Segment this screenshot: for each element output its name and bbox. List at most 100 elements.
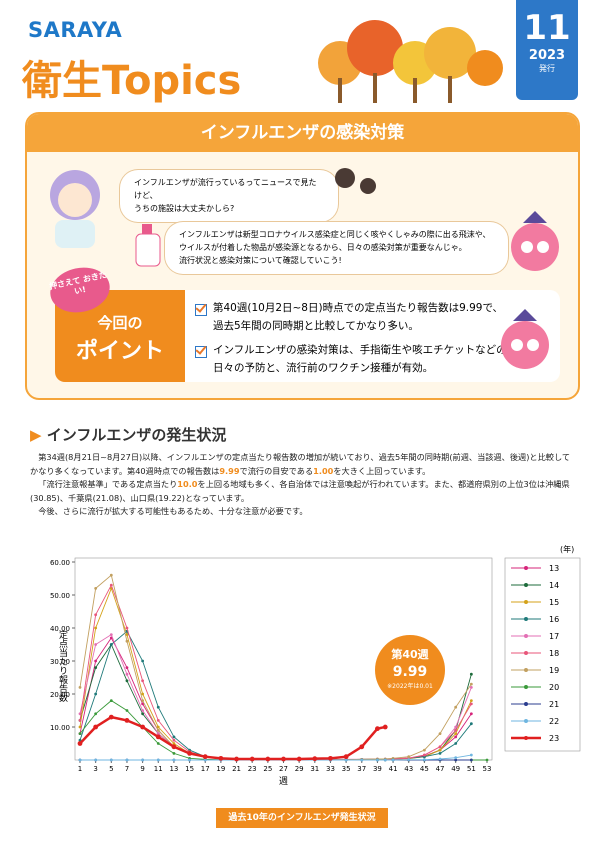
x-tick-label: 25 — [263, 765, 272, 773]
legend-marker — [524, 702, 528, 706]
text-run: 「流行注意報基準」である定点当たり — [38, 479, 178, 490]
y-tick-label: 40.00 — [50, 625, 70, 633]
point — [125, 672, 129, 676]
text-run: を上回る地域も多く、各自治体では注意喚起が行われています。また、都道府県別の上位… — [30, 479, 570, 503]
point — [156, 705, 160, 709]
point — [172, 752, 176, 755]
point — [94, 712, 98, 716]
point — [78, 732, 82, 735]
point — [469, 682, 473, 686]
mascot — [501, 309, 549, 369]
point — [125, 709, 129, 712]
point — [265, 756, 271, 762]
brand: SARAYA — [28, 18, 123, 42]
point — [454, 705, 458, 709]
point — [172, 742, 176, 745]
point — [438, 752, 442, 755]
point — [141, 709, 145, 712]
legend-label: 16 — [549, 615, 559, 624]
point — [78, 719, 82, 722]
x-tick-label: 43 — [404, 765, 413, 773]
point — [312, 756, 318, 762]
issue-year: 2023 — [528, 48, 566, 63]
legend-label: 17 — [549, 632, 559, 641]
point — [172, 738, 176, 742]
x-tick-label: 51 — [467, 765, 476, 773]
bubble-line: うちの施設は大丈夫かしら? — [134, 203, 235, 213]
point — [141, 692, 145, 696]
paragraph: 第34週(8月21日~8月27日)以降、インフルエンザの定点当たり報告数の増加が… — [30, 451, 578, 478]
body-text: 第34週(8月21日~8月27日)以降、インフルエンザの定点当たり報告数の増加が… — [30, 451, 578, 519]
point — [454, 728, 458, 732]
y-tick-label: 30.00 — [50, 658, 70, 666]
point — [78, 686, 82, 689]
point — [125, 626, 129, 630]
point — [125, 758, 129, 762]
bubble-line: インフルエンザは新型コロナウイルス感染症と同じく咳やくしゃみの際に出る飛沫や、 — [179, 230, 491, 239]
annotation-week: 第40週 — [391, 647, 428, 661]
point — [172, 735, 176, 739]
point — [469, 686, 473, 689]
text-run: 今後、さらに流行が拡大する可能性もあるため、十分な注意が必要です。 — [38, 506, 308, 517]
x-tick-label: 53 — [483, 765, 492, 773]
x-tick-label: 41 — [389, 765, 398, 773]
legend-marker — [524, 617, 528, 621]
x-tick-label: 5 — [109, 765, 113, 773]
point — [94, 666, 98, 669]
point — [141, 699, 145, 702]
point — [94, 587, 98, 590]
point-text: インフルエンザの感染対策は、手指衛生や咳エチケットなどの — [213, 343, 507, 356]
point — [109, 699, 113, 702]
point — [469, 699, 473, 702]
point — [344, 758, 348, 762]
legend-marker — [524, 634, 528, 638]
legend-label: 14 — [549, 581, 559, 590]
legend-marker — [524, 668, 528, 672]
point — [155, 734, 161, 740]
x-tick-label: 23 — [248, 765, 257, 773]
point — [407, 755, 411, 759]
point — [391, 758, 395, 762]
point — [94, 659, 98, 663]
legend-marker — [524, 719, 528, 723]
point — [328, 755, 333, 761]
highlight: 10.0 — [177, 479, 198, 490]
autumn-trees — [318, 20, 503, 103]
point — [141, 702, 145, 706]
point — [188, 758, 191, 762]
x-tick-label: 49 — [451, 765, 460, 773]
legend-marker — [524, 600, 528, 604]
point — [109, 633, 113, 636]
legend-marker — [524, 651, 528, 655]
x-tick-label: 45 — [420, 765, 429, 773]
x-tick-label: 3 — [93, 765, 97, 773]
annotation-bubble — [375, 635, 445, 705]
legend-label: 20 — [549, 683, 559, 692]
highlight: 1.00 — [313, 465, 334, 476]
point-text: 日々の予防と、流行前のワクチン接種が有効。 — [213, 361, 434, 374]
x-tick-label: 29 — [295, 765, 304, 773]
point — [156, 758, 160, 762]
x-tick-label: 11 — [154, 765, 163, 773]
speech-bubble: インフルエンザは新型コロナウイルス感染症と同じく咳やくしゃみの際に出る飛沫や、 … — [165, 222, 508, 275]
point-item: インフルエンザの感染対策は、手指衛生や咳エチケットなどの 日々の予防と、流行前のワ… — [195, 342, 550, 378]
x-tick-label: 47 — [436, 765, 445, 773]
point — [156, 742, 160, 745]
point — [156, 732, 160, 735]
point — [156, 725, 160, 729]
legend-label: 13 — [549, 564, 559, 573]
paragraph: 今後、さらに流行が拡大する可能性もあるため、十分な注意が必要です。 — [30, 505, 578, 519]
y-tick-label: 60.00 — [50, 559, 70, 567]
point — [360, 758, 364, 762]
y-tick-label: 50.00 — [50, 592, 70, 600]
x-tick-label: 7 — [125, 765, 129, 773]
point — [376, 758, 379, 762]
sanitizer-icon — [135, 224, 161, 267]
point — [343, 754, 349, 760]
annotation-note: ※2022年は0.01 — [387, 682, 433, 690]
speech-bubble: インフルエンザが流行っているってニュースで見たけど、 うちの施設は大丈夫かしら? — [120, 170, 338, 223]
text-run: で流行の目安である — [239, 465, 314, 476]
text-run: 第34週(8月21日~8月27日)以降、インフルエンザの定点当たり報告数の増加が… — [30, 452, 571, 476]
